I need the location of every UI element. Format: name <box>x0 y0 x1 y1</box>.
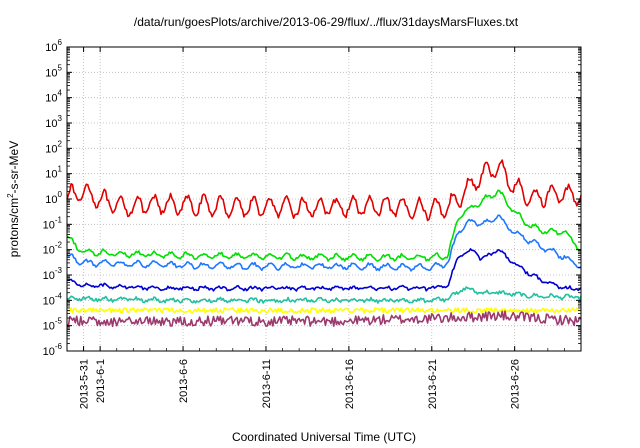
x-tick-label: 2013-6-6 <box>178 359 190 403</box>
y-tick-exp: 6 <box>58 38 63 47</box>
x-tick-label: 2013-5-31 <box>79 359 91 409</box>
x-tick-label: 2013-6-11 <box>261 359 273 408</box>
y-axis-label-rest: -s-sr-MeV <box>7 141 21 194</box>
y-tick-exp: 2 <box>58 139 63 148</box>
y-tick-base: 10 <box>45 42 57 54</box>
y-axis-label: protons/cm2-s-sr-MeV <box>6 141 21 257</box>
y-tick-exp: 0 <box>58 190 63 199</box>
y-tick-base: 10 <box>43 270 55 282</box>
y-tick-exp: -4 <box>55 291 63 300</box>
y-tick-label: 10-5 <box>43 317 63 333</box>
plot-frame <box>66 46 582 352</box>
y-tick-exp: 1 <box>58 165 63 174</box>
x-tick-label: 2013-6-1 <box>95 359 107 403</box>
series-line <box>66 307 582 314</box>
y-tick-base: 10 <box>45 67 57 79</box>
y-tick-base: 10 <box>45 93 57 105</box>
y-tick-label: 100 <box>45 190 62 206</box>
y-tick-base: 10 <box>45 169 57 181</box>
y-tick-base: 10 <box>43 321 55 333</box>
series-line <box>66 310 582 328</box>
y-tick-label: 10-6 <box>43 342 63 358</box>
y-tick-label: 103 <box>45 114 62 130</box>
y-tick-base: 10 <box>45 143 57 155</box>
series-line <box>66 214 582 272</box>
y-tick-base: 10 <box>45 118 57 130</box>
y-tick-base: 10 <box>43 245 55 257</box>
y-tick-label: 101 <box>45 165 62 181</box>
y-tick-exp: -3 <box>55 266 63 275</box>
y-tick-label: 106 <box>45 38 62 54</box>
y-tick-exp: 4 <box>58 89 63 98</box>
y-axis-label-sup: 2 <box>6 193 15 198</box>
y-tick-exp: -5 <box>55 317 63 326</box>
y-tick-label: 10-4 <box>43 291 63 307</box>
y-tick-label: 10-3 <box>43 266 63 282</box>
y-tick-base: 10 <box>43 346 55 358</box>
y-tick-exp: -6 <box>55 342 63 351</box>
y-tick-exp: 3 <box>58 114 63 123</box>
y-tick-label: 104 <box>45 89 62 105</box>
x-axis-label: Coordinated Universal Time (UTC) <box>232 430 416 444</box>
y-tick-base: 10 <box>43 219 55 231</box>
y-tick-base: 10 <box>43 295 55 307</box>
y-axis-label-base: protons/cm <box>7 198 21 257</box>
y-axis: 10-610-510-410-310-210-11001011021031041… <box>43 38 581 358</box>
x-tick-label: 2013-6-21 <box>427 359 439 409</box>
y-tick-label: 10-1 <box>43 215 63 231</box>
y-tick-base: 10 <box>45 194 57 206</box>
y-tick-exp: 5 <box>58 63 63 72</box>
series-line <box>66 189 581 262</box>
x-tick-label: 2013-6-16 <box>344 359 356 409</box>
series-line <box>66 159 582 222</box>
series-line <box>66 286 582 304</box>
y-tick-label: 102 <box>45 139 62 155</box>
series-group <box>66 159 582 328</box>
x-tick-label: 2013-6-26 <box>510 359 522 409</box>
y-tick-label: 105 <box>45 63 62 79</box>
chart-title: /data/run/goesPlots/archive/2013-06-29/f… <box>134 15 519 29</box>
y-tick-exp: -2 <box>55 241 63 250</box>
grid <box>67 47 581 351</box>
y-tick-label: 10-2 <box>43 241 63 257</box>
x-axis: 2013-5-31 2013-6-1 2013-6-6 2013-6-11 2013-6… <box>66 47 582 409</box>
y-tick-exp: -1 <box>55 215 63 224</box>
series-line <box>67 248 582 292</box>
